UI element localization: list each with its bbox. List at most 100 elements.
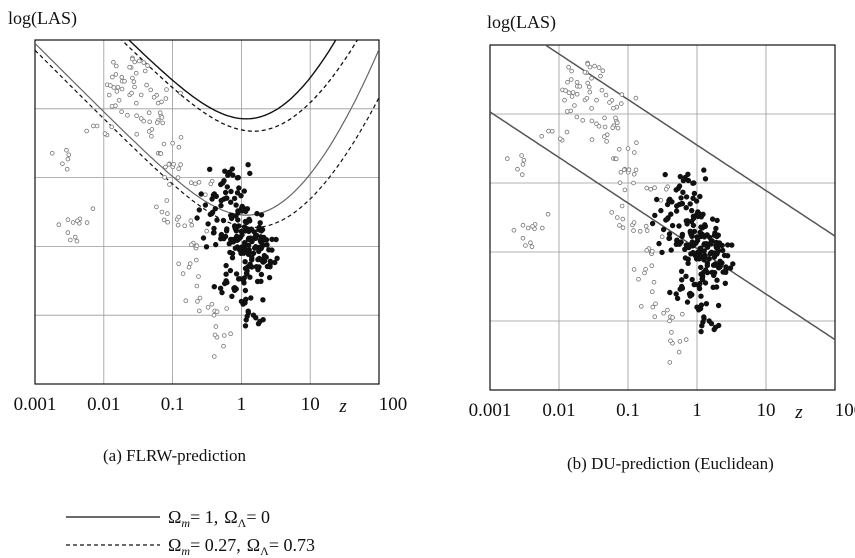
panel-a-point xyxy=(131,79,137,85)
panel-a-point xyxy=(224,279,230,286)
panel-b-point xyxy=(594,97,599,103)
panel-b-point xyxy=(633,167,639,173)
panel-b-point xyxy=(668,247,674,253)
panel-b-point xyxy=(519,153,524,158)
panel-a-point xyxy=(211,225,217,232)
panel-b-point xyxy=(703,301,710,307)
panel-b-point xyxy=(688,231,694,237)
panel-a-point xyxy=(211,191,217,197)
panel-a-point xyxy=(72,234,78,240)
panel-a-point xyxy=(236,185,242,191)
panel-b-grid xyxy=(490,45,835,390)
panel-b-point xyxy=(649,220,656,227)
panel-a-point xyxy=(106,92,112,98)
panel-a-point xyxy=(212,354,217,359)
panel-a-point xyxy=(129,90,134,96)
panel-a-point xyxy=(141,118,147,124)
legend-entry-2: Ωm= 0.27, ΩΛ= 0.73 xyxy=(168,535,315,558)
panel-b-point xyxy=(698,328,704,335)
panel-b-point xyxy=(592,63,597,69)
panel-b-point xyxy=(613,115,618,121)
panel-b-point xyxy=(651,279,657,285)
panel-a-point xyxy=(224,306,230,311)
panel-b-point xyxy=(539,225,545,231)
panel-a-point xyxy=(159,115,165,120)
panel-b-point xyxy=(602,115,607,121)
panel-b-ticks: 0.001 0.01 0.1 1 10 100 z xyxy=(469,400,855,423)
panel-a-point xyxy=(238,228,244,234)
panel-a-point xyxy=(182,223,188,229)
panel-b-point xyxy=(638,304,644,309)
panel-b-point xyxy=(676,349,682,355)
panel-b-point xyxy=(713,284,720,290)
panel-a-point xyxy=(244,271,250,277)
panel-b-point xyxy=(716,322,722,329)
panel-b-point xyxy=(727,265,734,271)
panel-a-point xyxy=(227,267,234,274)
panel-a-point xyxy=(242,259,248,265)
panel-a-point xyxy=(208,181,214,187)
panel-a-point xyxy=(161,217,167,223)
panel-a-point xyxy=(246,216,252,222)
panel-b-point xyxy=(678,195,684,201)
panel-a-xtick-3: 1 xyxy=(237,394,247,415)
panel-a-point xyxy=(189,222,195,228)
panel-b-point xyxy=(649,249,655,254)
panel-a-point xyxy=(161,141,167,147)
panel-a-point xyxy=(223,262,229,269)
panel-b-point xyxy=(564,109,570,114)
panel-b-point xyxy=(631,150,637,155)
panel-a-point xyxy=(187,261,193,266)
panel-a-point xyxy=(248,257,255,263)
panel-a-xtick-4: 10 xyxy=(301,394,320,415)
panel-b-subtitle: (b) DU-prediction (Euclidean) xyxy=(567,454,774,473)
panel-b-point xyxy=(617,223,622,228)
panel-b-point xyxy=(708,238,714,245)
panel-a-point xyxy=(202,202,209,208)
panel-b-point xyxy=(680,189,686,195)
panel-b-point xyxy=(585,61,590,67)
panel-b-point xyxy=(656,240,662,247)
panel-a-point xyxy=(224,184,230,190)
panel-a-point xyxy=(188,218,194,224)
panel-b-point xyxy=(619,203,625,209)
panel-a-point xyxy=(209,210,215,217)
panel-a-point xyxy=(65,230,71,235)
panel-a-point xyxy=(196,180,202,185)
panel-a-point xyxy=(198,191,204,197)
panel-a-point xyxy=(91,123,96,129)
panel-b-point xyxy=(689,276,695,283)
panel-a-point xyxy=(236,276,243,282)
panel-b-point xyxy=(644,185,649,191)
panel-b-point xyxy=(685,177,692,184)
upper-du-line xyxy=(544,45,835,237)
panel-a-point xyxy=(246,228,252,235)
panel-a-point xyxy=(232,225,239,232)
panel-b-point xyxy=(666,231,673,237)
panel-b-point xyxy=(698,293,704,299)
panel-b-point xyxy=(701,234,708,240)
panel-b-point xyxy=(698,253,705,259)
panel-a-point xyxy=(109,104,115,109)
panel-a-point xyxy=(211,312,217,318)
panel-b-point xyxy=(685,256,691,262)
panel-b-point xyxy=(684,218,691,224)
panel-b-point xyxy=(698,302,705,308)
panel-a-point xyxy=(224,226,230,232)
panel-b-point xyxy=(713,225,719,232)
panel-b-point xyxy=(633,95,639,101)
panel-a-point xyxy=(130,56,135,62)
panel-a-point xyxy=(170,140,175,146)
panel-b-point xyxy=(679,277,685,283)
panel-b-point xyxy=(604,139,609,144)
panel-b-point xyxy=(528,240,533,246)
panel-b-point xyxy=(511,228,517,233)
panel-b-point xyxy=(607,100,612,105)
panel-b-point xyxy=(674,237,680,244)
panel-b-point xyxy=(711,326,717,333)
panel-b-point xyxy=(683,337,689,342)
panel-a-point xyxy=(197,295,203,301)
panel-a-point xyxy=(70,220,76,225)
legend: Ωm= 1, ΩΛ= 0 Ωm= 0.27, ΩΛ= 0.73 xyxy=(66,507,315,558)
panel-b-point xyxy=(620,225,626,231)
